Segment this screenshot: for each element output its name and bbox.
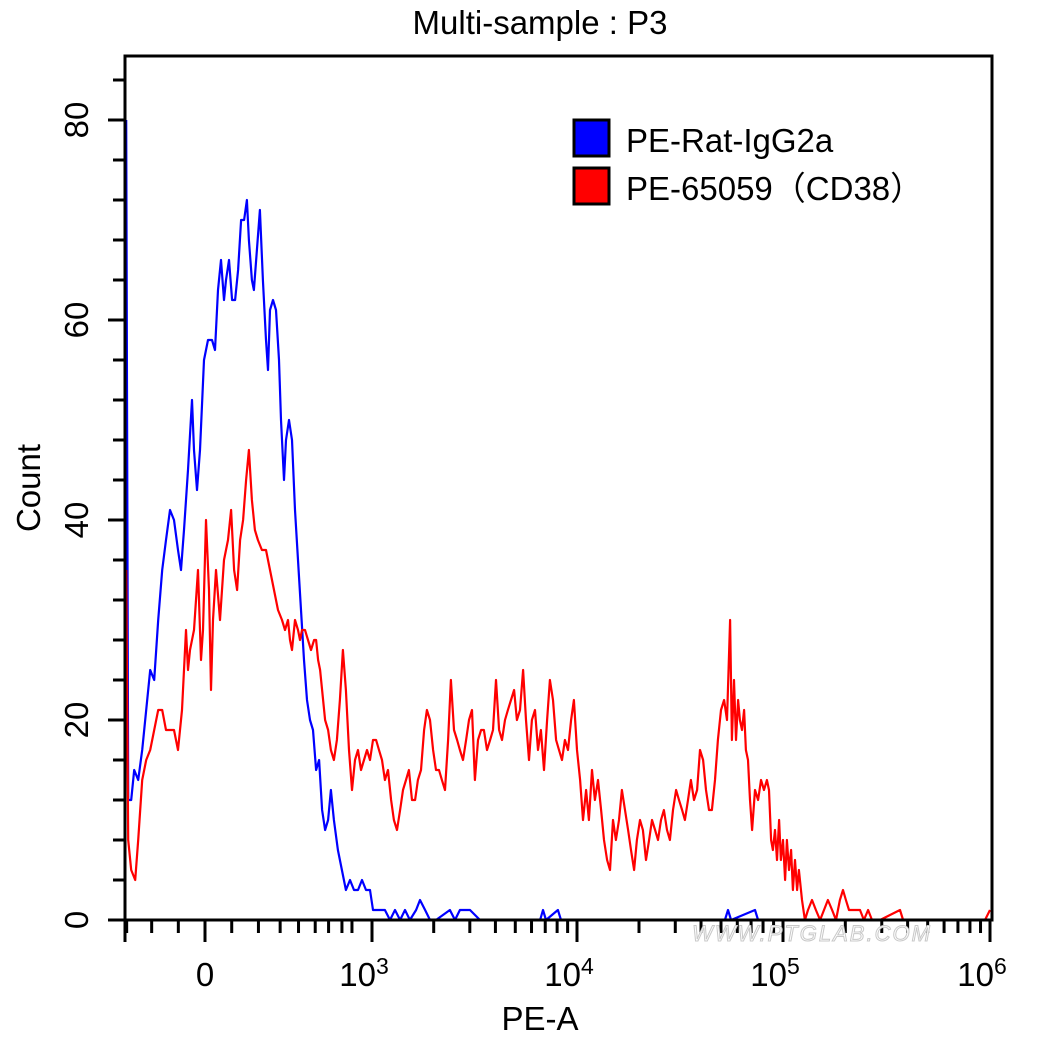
series-line-1 bbox=[125, 448, 991, 922]
legend-swatch-blue bbox=[572, 118, 611, 158]
legend-label-0: PE-Rat-IgG2a bbox=[626, 122, 834, 159]
legend-item-1: PE-65059（CD38） bbox=[572, 166, 923, 207]
y-tick-label: 40 bbox=[58, 502, 95, 539]
legend-swatch-red bbox=[572, 166, 611, 206]
watermark: WWW.PTGLAB.COM bbox=[692, 921, 932, 946]
chart-title: Multi-sample : P3 bbox=[413, 4, 668, 41]
y-tick-label: 0 bbox=[58, 911, 95, 929]
y-tick-label: 60 bbox=[58, 302, 95, 339]
x-axis: 0 103 104 105 106 bbox=[123, 920, 1007, 993]
x-tick-label: 0 bbox=[196, 956, 214, 993]
x-tick-label: 106 bbox=[957, 953, 1007, 993]
legend-label-1: PE-65059（CD38） bbox=[626, 170, 923, 207]
series-line-0 bbox=[125, 119, 990, 922]
x-tick-label: 105 bbox=[750, 953, 800, 993]
y-tick-label: 20 bbox=[58, 702, 95, 739]
x-axis-label: PE-A bbox=[501, 1000, 578, 1037]
x-tick-label: 103 bbox=[339, 953, 389, 993]
y-axis-label: Count bbox=[10, 444, 47, 532]
legend: PE-Rat-IgG2a PE-65059（CD38） bbox=[572, 118, 923, 207]
y-tick-label: 80 bbox=[58, 102, 95, 139]
legend-item-0: PE-Rat-IgG2a bbox=[572, 118, 834, 159]
x-tick-label: 104 bbox=[544, 953, 594, 993]
y-axis: 0 20 40 60 80 bbox=[58, 78, 125, 929]
series-curves bbox=[125, 119, 991, 922]
